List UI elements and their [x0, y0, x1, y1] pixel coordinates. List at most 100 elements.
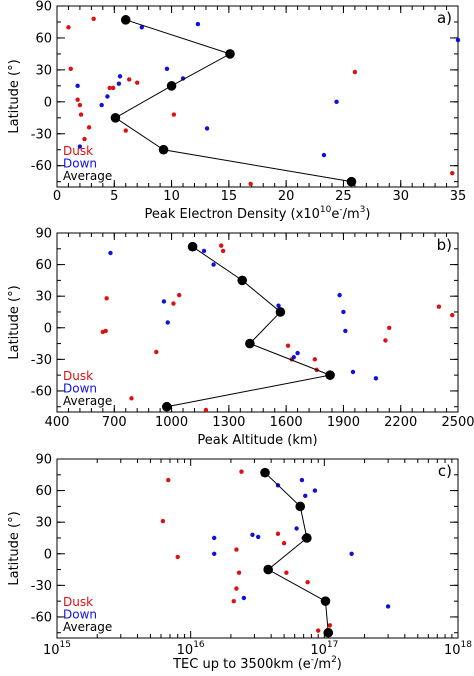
y-tick-label: -60 [31, 610, 52, 625]
legend-entry-average: Average [63, 169, 112, 183]
dusk-point [436, 304, 442, 309]
down-point [337, 292, 342, 298]
x-tick-label: 25 [335, 189, 352, 204]
x-tick-label: 10 [163, 189, 180, 204]
down-point [312, 488, 318, 493]
down-point [105, 94, 110, 99]
average-point [346, 176, 357, 187]
average-point [295, 501, 306, 512]
dusk-point [160, 518, 166, 524]
dusk-point [77, 102, 83, 108]
down-point [385, 604, 391, 609]
down-point [165, 320, 170, 325]
average-point [245, 338, 255, 349]
dusk-point [171, 112, 177, 117]
dusk-point [219, 243, 224, 248]
y-tick-label: 90 [35, 453, 52, 468]
down-point [294, 526, 299, 531]
down-point [77, 144, 83, 149]
dusk-point [450, 170, 455, 176]
legend-entry-average: Average [63, 620, 112, 634]
y-tick-label: -30 [31, 353, 52, 368]
dusk-point [68, 66, 73, 72]
dusk-point [175, 554, 180, 560]
average-line [166, 246, 332, 408]
x-tick-label-base: 10 [310, 643, 327, 658]
down-point [164, 66, 170, 72]
dusk-point [220, 248, 226, 254]
y-tick-label: 60 [35, 258, 52, 273]
dusk-point [154, 349, 159, 355]
average-point [158, 144, 169, 155]
down-point [350, 369, 356, 375]
dusk-point [100, 329, 106, 335]
y-axis-label: Latitude (°) [7, 59, 22, 133]
legend-entry-average: Average [63, 394, 112, 408]
dusk-point [239, 469, 244, 474]
y-tick-label: -60 [31, 159, 52, 174]
x-tick-label-base: 10 [444, 643, 461, 658]
down-point [276, 303, 281, 308]
x-tick-label: 1900 [327, 415, 360, 430]
dusk-point [352, 69, 358, 75]
x-axis-label-part: Peak Altitude (km) [197, 433, 317, 448]
x-tick-label: 5 [110, 189, 118, 204]
x-tick-label: 30 [392, 189, 409, 204]
y-tick-label: 0 [44, 95, 52, 110]
x-tick-label-exponent: 18 [461, 640, 473, 650]
down-point [241, 595, 247, 601]
dusk-point [231, 598, 236, 604]
down-point [212, 535, 217, 541]
average-point [325, 370, 335, 380]
legend-entry-dusk: Dusk [63, 595, 93, 609]
dusk-point [383, 338, 388, 343]
average-point [302, 533, 312, 543]
dusk-point [107, 85, 112, 91]
down-point [455, 37, 461, 43]
x-axis-label: Peak Electron Density (x1010e-/m3) [145, 205, 371, 222]
x-tick-label-exponent: 15 [60, 640, 71, 650]
panel-label: b) [437, 236, 452, 254]
legend-entry-dusk: Dusk [63, 144, 93, 158]
x-tick-label-exponent: 17 [327, 640, 338, 650]
y-tick-label: -30 [31, 579, 52, 594]
x-axis-label-part: /m [314, 657, 331, 672]
average-point [161, 401, 172, 412]
down-point [295, 350, 300, 356]
x-axis-label-part: Peak Electron Density (x10 [145, 207, 320, 222]
down-point [211, 262, 216, 267]
dusk-point [316, 628, 321, 633]
down-point [341, 309, 346, 315]
legend-entry-down: Down [63, 382, 97, 396]
average-point [187, 241, 198, 252]
down-point [212, 551, 217, 556]
x-tick-label: 1018 [444, 640, 472, 658]
plot-frame [56, 5, 459, 188]
x-tick-label: 20 [278, 189, 295, 204]
average-point [275, 307, 286, 317]
down-point [195, 21, 201, 27]
x-axis-label-part: e [331, 207, 339, 222]
x-axis-label-part: /m [343, 207, 360, 222]
x-axis-label-superscript: - [339, 205, 342, 215]
down-point [117, 74, 123, 79]
panel-label: c) [438, 462, 452, 480]
dusk-point [248, 181, 253, 187]
dusk-point [171, 301, 176, 306]
x-axis-label-superscript: 10 [320, 205, 332, 215]
dusk-point [66, 25, 71, 30]
y-axis-label: Latitude (°) [7, 511, 22, 585]
dusk-point [86, 125, 92, 130]
down-point [303, 493, 308, 499]
x-axis-label-part: ) [365, 207, 370, 222]
x-axis-label-part: ) [337, 657, 342, 672]
plot-frame [56, 458, 459, 639]
x-tick-label: 15 [221, 189, 238, 204]
down-point [255, 534, 261, 540]
down-point [99, 102, 104, 108]
dusk-point [387, 325, 392, 330]
y-tick-label: 90 [35, 0, 52, 15]
average-point [110, 112, 121, 123]
average-point [225, 49, 235, 59]
